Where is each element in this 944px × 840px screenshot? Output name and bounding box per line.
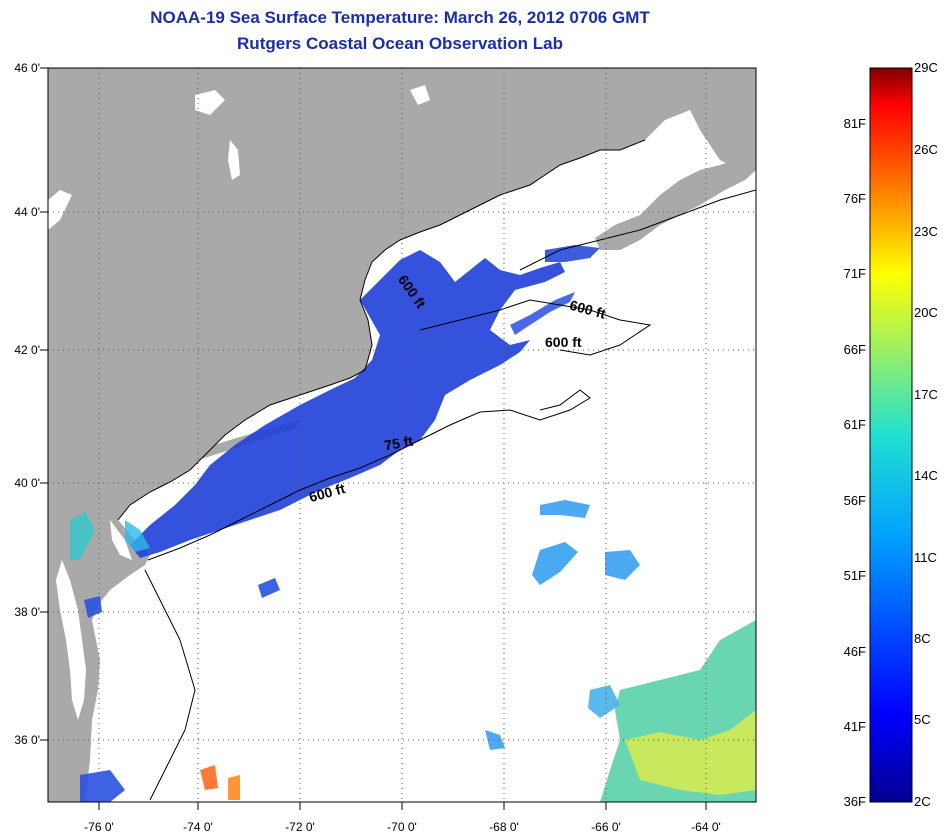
x-tick-label: -74 0' (183, 820, 213, 834)
sst-cyan-patch (532, 542, 578, 585)
sst-blue-patch (258, 578, 280, 598)
y-tick-label: 36 0' (14, 733, 40, 747)
y-tick-label: 40 0' (14, 476, 40, 490)
colorbar-f-label: 41F (843, 719, 866, 734)
lake (195, 90, 225, 115)
contour-label: 600 ft (545, 334, 582, 350)
tick-marks (40, 67, 707, 810)
contour-gom (419, 299, 652, 356)
colorbar-f-label: 76F (843, 191, 866, 206)
y-tick-label: 38 0' (14, 605, 40, 619)
delaware-bay (110, 520, 132, 560)
colorbar-f-label: 56F (843, 493, 866, 508)
y-tick-label: 44 0' (14, 205, 40, 219)
colorbar-f-label: 61F (843, 417, 866, 432)
sst-cold-band-gom (510, 292, 575, 335)
lake (228, 140, 240, 180)
colorbar-f-label: 51F (843, 568, 866, 583)
land-mainland (48, 68, 756, 802)
colorbar (869, 67, 913, 803)
sst-hot-patch (228, 775, 240, 800)
contour-600ft (147, 389, 591, 561)
colorbar-f-label: 71F (843, 266, 866, 281)
map-title: NOAA-19 Sea Surface Temperature: March 2… (150, 8, 650, 27)
contour-shelf (144, 569, 196, 801)
lake (48, 190, 72, 230)
graticule (48, 68, 756, 802)
sst-blue-patch (80, 770, 125, 802)
colorbar-c-label: 2C (914, 794, 931, 809)
colorbar-c-label: 23C (914, 224, 938, 239)
sst-cold-band (130, 250, 565, 558)
x-tick-label: -76 0' (84, 820, 114, 834)
colorbar-c-label: 14C (914, 468, 938, 483)
sst-teal-patch (125, 520, 150, 552)
sst-warm-yellow (625, 710, 756, 795)
colorbar-c-label: 11C (914, 550, 937, 565)
x-tick-label: -68 0' (489, 820, 519, 834)
colorbar-c-label: 26C (914, 142, 938, 157)
sst-cyan-patch (605, 550, 640, 580)
colorbar-f-label: 66F (843, 342, 866, 357)
x-tick-label: -66 0' (591, 820, 621, 834)
x-tick-label: -70 0' (387, 820, 417, 834)
colorbar-c-label: 17C (914, 387, 938, 402)
colorbar-f-label: 46F (843, 644, 866, 659)
lake (410, 85, 430, 105)
colorbar-f-label: 36F (843, 794, 866, 809)
contour-scotian (519, 189, 756, 271)
sst-teal-patch (70, 512, 95, 560)
sst-hot-patch (200, 765, 218, 790)
colorbar-c-label: 8C (914, 631, 931, 646)
map-subtitle: Rutgers Coastal Ocean Observation Lab (237, 34, 563, 53)
contour-label: 75 ft (383, 433, 414, 454)
x-tick-label: -64 0' (691, 820, 721, 834)
y-tick-label: 42 0' (14, 343, 40, 357)
sst-warm-patch (588, 685, 620, 718)
colorbar-f-label: 81F (843, 116, 866, 131)
sst-warm-patch (485, 730, 505, 750)
sst-cyan-patch (540, 500, 590, 518)
sst-cold-band-east (545, 245, 600, 262)
colorbar-c-label: 5C (914, 712, 931, 727)
colorbar-c-label: 20C (914, 305, 938, 320)
x-tick-label: -72 0' (285, 820, 315, 834)
colorbar-c-label: 29C (914, 60, 938, 75)
chesapeake-bay (56, 560, 86, 720)
y-tick-label: 46 0' (14, 61, 40, 75)
coastline (117, 139, 646, 521)
land-nova-scotia (595, 150, 756, 250)
